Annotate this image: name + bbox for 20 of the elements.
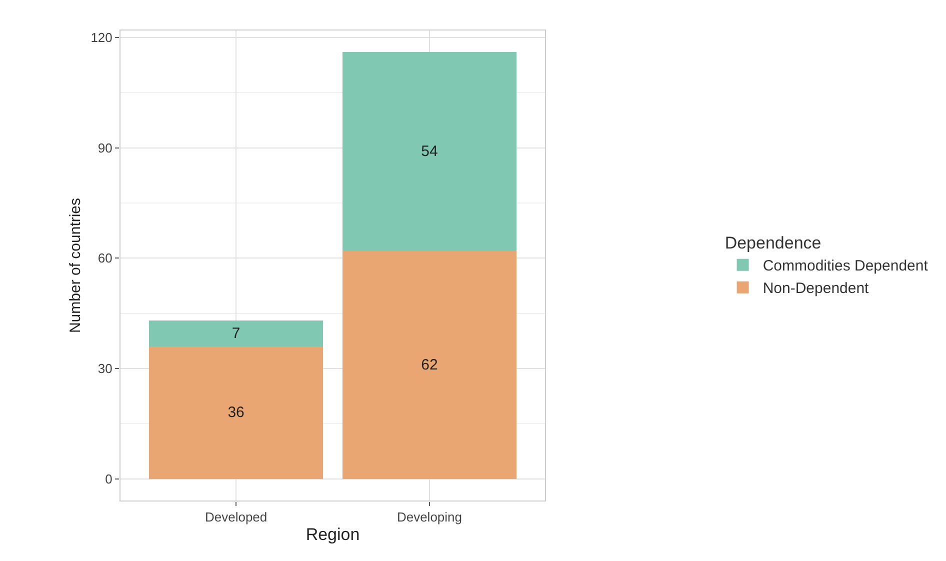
bar	[149, 346, 324, 479]
legend-label: Commodities Dependent	[762, 258, 929, 275]
bar	[149, 320, 324, 346]
data-label: 36	[228, 404, 244, 422]
legend-title: Dependence	[724, 234, 822, 253]
y-tick-label: 0	[105, 471, 112, 486]
y-tick-label: 30	[98, 361, 112, 376]
y-tick-label: 90	[98, 140, 112, 156]
x-tick-label: Developed	[204, 510, 268, 525]
data-label: 7	[232, 325, 240, 342]
data-label: 54	[421, 142, 438, 160]
bar	[342, 52, 517, 251]
bar	[342, 250, 517, 479]
x-axis-title: Region	[306, 525, 360, 544]
y-tick-label: 60	[98, 250, 112, 266]
y-axis-title: Number of countries	[67, 198, 84, 334]
legend-label: Non-Dependent	[762, 280, 870, 298]
y-tick-label: 120	[90, 30, 112, 45]
x-tick-label: Developing	[396, 510, 462, 525]
data-label: 62	[421, 356, 438, 374]
